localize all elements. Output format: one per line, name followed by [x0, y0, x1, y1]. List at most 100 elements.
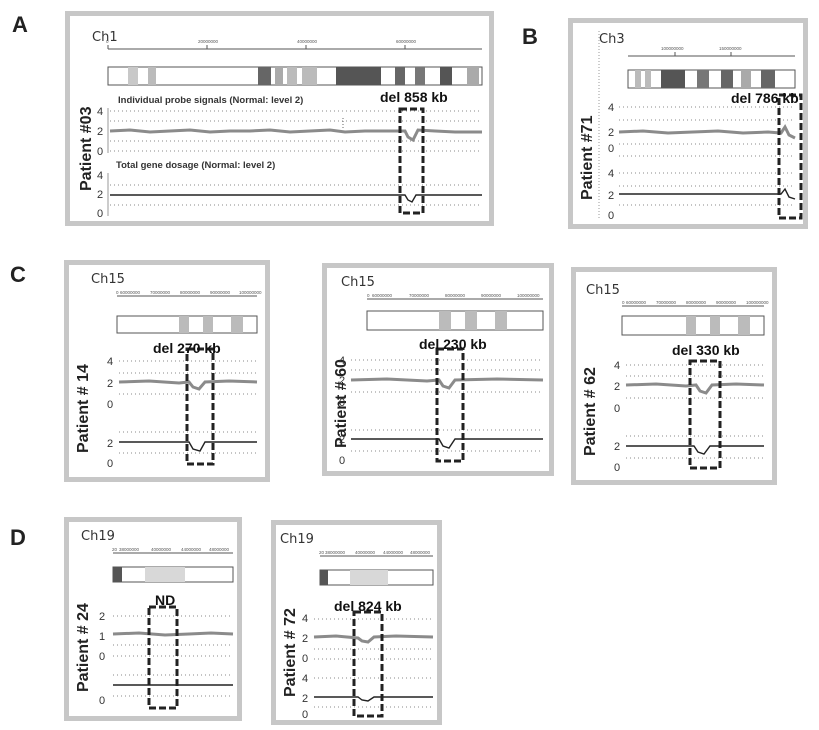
y-tick: 4	[608, 102, 614, 114]
gene-dosage-trace	[110, 194, 482, 203]
y-tick: 1	[99, 631, 105, 643]
ruler-tick: 0	[106, 39, 109, 44]
deletion-label: del 330 kb	[672, 342, 740, 358]
y-tick: 2	[302, 633, 308, 645]
ruler-tick: 40000000	[297, 39, 318, 44]
chromosome-ideogram	[116, 315, 258, 334]
y-tick: 2	[339, 434, 345, 446]
ruler-tick: 90000000	[481, 293, 502, 298]
gene-dosage-trace	[626, 445, 764, 455]
probe-signal-trace	[118, 379, 258, 391]
panel-a: Patient #03 Ch1 0 20000000 40000000 6000…	[65, 11, 494, 226]
y-tick: 2	[339, 375, 345, 387]
deletion-box	[352, 610, 384, 718]
panel-d1-plot: Ch19 20 38000000 40000000 44000000 48000…	[81, 529, 234, 710]
y-tick: 4	[97, 106, 103, 118]
panel-letter-b: B	[522, 24, 538, 49]
panel-letter-d: D	[10, 525, 26, 550]
chromosome-label: Ch15	[91, 272, 125, 287]
ruler-tick: 80000000	[686, 300, 707, 305]
y-tick: 0	[99, 695, 105, 707]
chromosome-label: Ch15	[586, 283, 620, 298]
ruler-tick: 20	[112, 547, 118, 552]
gene-dosage-label: Total gene dosage (Normal: level 2)	[116, 160, 275, 171]
y-tick: 2	[97, 126, 103, 138]
ruler-tick: 38000000	[325, 550, 346, 555]
ruler-tick: 70000000	[409, 293, 430, 298]
ruler-tick: 70000000	[150, 290, 171, 295]
panel-c-patient-60: Patient # 60 Ch15 0 60000000 70000000 80…	[322, 263, 554, 476]
y-tick: 4	[302, 673, 308, 685]
panel-letter-c: C	[10, 262, 26, 287]
probe-signal-trace	[618, 124, 796, 140]
panel-d-patient-72: Patient # 72 Ch19 20 38000000 40000000 4…	[271, 520, 442, 725]
ruler-tick: 100000000	[746, 300, 769, 305]
ruler-tick: 60000000	[626, 300, 647, 305]
panel-b: Patient #71 Ch3 100000000 150000000 4 2 …	[568, 18, 808, 229]
y-tick: 2	[302, 693, 308, 705]
deletion-label: del 230 kb	[419, 336, 487, 352]
ruler-tick: 40000000	[355, 550, 376, 555]
dosage-axis: 2 0	[339, 429, 543, 467]
gene-dosage-trace	[351, 438, 543, 449]
chromosome-label: Ch19	[81, 529, 115, 544]
y-tick: 0	[608, 143, 614, 155]
deletion-label: del 824 kb	[334, 598, 402, 614]
y-tick: 0	[107, 399, 113, 411]
probe-signal-trace	[109, 128, 482, 143]
ruler-tick: 60000000	[396, 39, 417, 44]
probe-axis: 4 2 0	[608, 102, 795, 157]
probe-signal-label: Individual probe signals (Normal: level …	[118, 95, 303, 106]
chromosome-ideogram	[621, 315, 765, 336]
panel-d2-plot: Ch19 20 38000000 40000000 44000000 48000…	[280, 532, 434, 721]
chromosome-label: Ch19	[280, 532, 314, 547]
dosage-axis: 4 2 0	[608, 168, 795, 222]
panel-b-plot: Ch3 100000000 150000000 4 2 0	[598, 31, 803, 222]
y-tick: 0	[107, 458, 113, 470]
position-ruler: 20 38000000 40000000 44000000 48000000	[112, 547, 233, 554]
y-tick: 0	[339, 397, 345, 409]
y-tick: 4	[302, 613, 308, 625]
y-tick: 0	[302, 709, 308, 721]
ruler-tick: 80000000	[180, 290, 201, 295]
y-tick: 0	[302, 653, 308, 665]
deletion-box	[147, 605, 179, 710]
position-ruler: 0 20000000 40000000 60000000	[106, 39, 482, 50]
ruler-tick: 100000000	[239, 290, 262, 295]
position-ruler: 0 60000000 70000000 80000000 90000000 10…	[367, 293, 543, 300]
y-tick: 0	[99, 651, 105, 663]
ruler-tick: 150000000	[719, 46, 742, 51]
y-tick: 4	[107, 356, 113, 368]
deletion-label: ND	[155, 592, 175, 608]
deletion-box	[185, 347, 215, 466]
y-tick: 0	[608, 210, 614, 222]
gene-dosage-trace	[119, 441, 257, 452]
y-tick: 2	[107, 438, 113, 450]
probe-axis: 4 2 0	[339, 355, 543, 409]
y-tick: 2	[608, 190, 614, 202]
ruler-tick: 80000000	[445, 293, 466, 298]
ruler-tick: 0	[116, 290, 119, 295]
panel-c-patient-14: Patient # 14 Ch15 0 60000000 70000000 80…	[64, 260, 270, 482]
ruler-tick: 70000000	[656, 300, 677, 305]
position-ruler: 0 60000000 70000000 80000000 90000000 10…	[116, 290, 262, 297]
deletion-box	[777, 93, 803, 220]
ruler-tick: 48000000	[410, 550, 431, 555]
probe-axis: 4 2 0	[614, 360, 764, 415]
dosage-axis: 4 2 0	[302, 673, 433, 721]
chromosome-ideogram	[627, 69, 796, 89]
probe-signal-trace	[112, 631, 234, 637]
y-tick: 0	[614, 462, 620, 474]
panel-a-plot: Ch1 0 20000000 40000000 60000000	[92, 30, 483, 220]
ruler-tick: 0	[622, 300, 625, 305]
chromosome-label: Ch1	[92, 30, 118, 45]
probe-axis: 4 2 0	[97, 106, 482, 158]
y-tick: 4	[608, 168, 614, 180]
deletion-label: del 270 kb	[153, 340, 221, 356]
ruler-tick: 38000000	[119, 547, 140, 552]
ruler-tick: 60000000	[120, 290, 141, 295]
position-ruler: 100000000 150000000	[628, 46, 795, 57]
dosage-axis: 2 0	[107, 431, 257, 470]
probe-signal-trace	[625, 382, 765, 395]
position-ruler: 20 38000000 40000000 44000000 48000000	[319, 550, 433, 557]
